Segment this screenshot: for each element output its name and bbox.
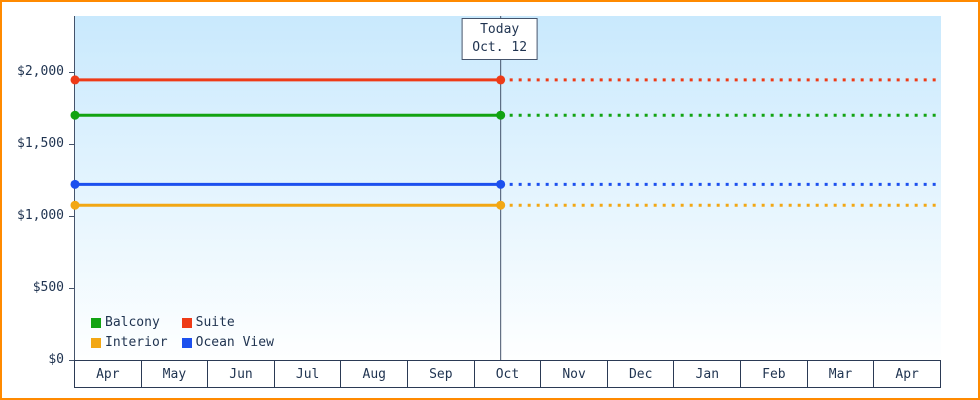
x-axis-month-label: Apr [874,360,941,388]
legend-item-balcony: Balcony [91,315,168,330]
y-axis-tick-label: $1,500 [17,136,64,151]
x-axis-month-label: Feb [741,360,808,388]
price-start-marker [70,75,80,85]
legend-item-interior: Interior [91,335,168,350]
y-axis-tick-label: $500 [32,280,64,295]
plot-area: Balcony Suite Interior Ocean View [70,16,941,361]
x-axis-month-label: May [141,360,209,388]
x-axis-month-label: Jan [674,360,742,388]
x-axis-month-label: Jul [274,360,342,388]
price-start-marker [70,200,80,210]
x-axis-month-label: Mar [807,360,875,388]
x-axis-month-label: Oct [474,360,542,388]
legend-swatch-icon [181,337,192,348]
legend-label: Suite [195,315,235,330]
legend-swatch-icon [91,317,101,328]
price-today-marker [496,75,506,85]
price-today-marker [496,179,506,189]
price-start-marker [70,179,80,189]
today-marker-label: Today Oct. 12 [461,18,539,60]
x-axis-month-label: Apr [74,360,142,388]
x-axis-month-label: Aug [341,360,409,388]
legend-label: Interior [105,335,168,350]
legend-label: Ocean View [195,335,274,350]
legend: Balcony Suite Interior Ocean View [91,315,274,350]
chart-canvas [70,16,941,360]
today-label-line1: Today [480,22,520,37]
legend-swatch-icon [91,337,101,348]
price-today-marker [496,110,506,120]
x-axis-month-label: Jun [208,360,275,388]
price-start-marker [70,110,80,120]
x-axis-month-label: Dec [607,360,675,388]
legend-swatch-icon [181,317,192,328]
x-axis-month-row: Apr May Jun Jul Aug Sep Oct Nov Dec Jan Feb Mar Apr [74,360,941,388]
y-axis-tick-label: $2,000 [17,64,64,79]
today-label-line2: Oct. 12 [472,40,528,55]
y-axis-tick-label: $0 [48,352,64,367]
x-axis-month-label: Nov [541,360,608,388]
x-axis-month-label: Sep [408,360,475,388]
legend-item-ocean-view: Ocean View [181,335,274,350]
price-today-marker [496,200,506,210]
legend-item-suite: Suite [181,315,274,330]
legend-label: Balcony [105,315,160,330]
y-axis-tick-label: $1,000 [17,208,64,223]
